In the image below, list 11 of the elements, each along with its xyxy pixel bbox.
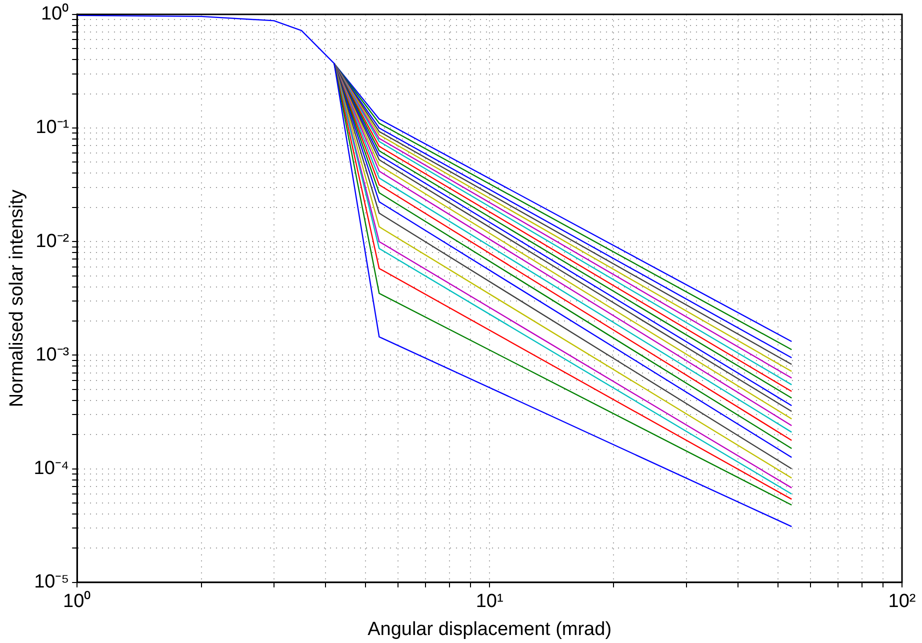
y-tick-label: 10⁰ [40, 2, 70, 25]
y-axis-title: Normalised solar intensity [6, 189, 28, 408]
y-tick-label: 10⁻² [36, 230, 70, 252]
y-tick-label: 10⁻³ [36, 344, 70, 366]
y-tick-label: 10⁻⁴ [34, 458, 70, 480]
x-tick-label: 10² [888, 591, 916, 612]
x-tick-label: 10⁰ [63, 590, 92, 612]
x-tick-label: 10¹ [476, 591, 504, 612]
y-tick-label: 10⁻⁵ [34, 572, 70, 593]
y-tick-label: 10⁻¹ [36, 117, 70, 138]
x-axis-title: Angular displacement (mrad) [368, 618, 612, 640]
